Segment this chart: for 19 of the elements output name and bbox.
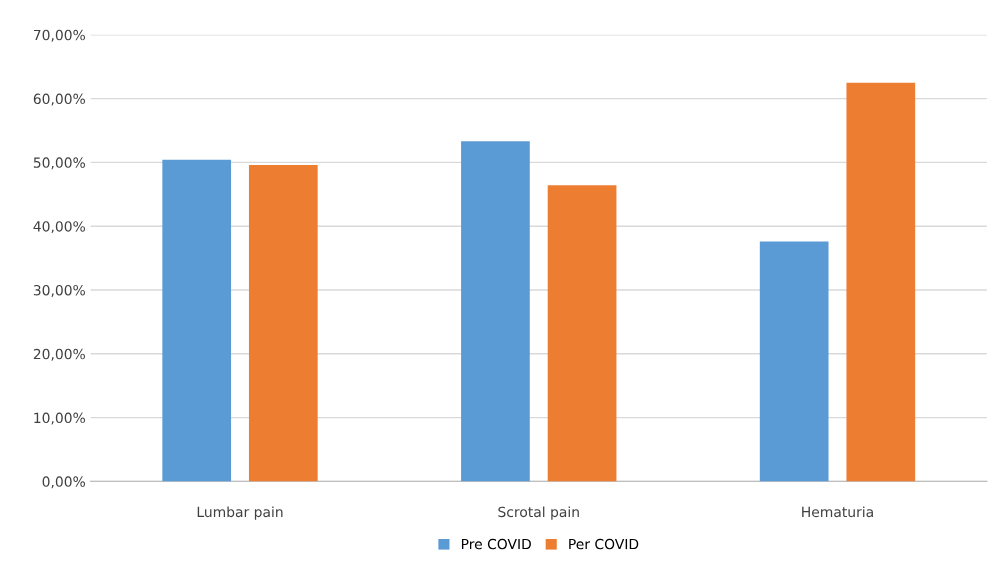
y-tick-label: 70,00% [33,29,85,42]
x-tick-label: Lumbar pain [197,506,283,520]
y-tick-label: 0,00% [42,476,85,489]
legend-label: Pre COVID [461,538,531,550]
bar [759,241,829,482]
y-tick-label: 20,00% [33,348,85,361]
bar [162,159,232,482]
bar [547,185,617,482]
y-tick-label: 10,00% [34,412,85,425]
bar [846,82,916,482]
y-tick-label: 60,00% [33,93,85,106]
x-tick-label: Hematuria [802,506,873,518]
x-tick-label: Scrotal pain [498,506,579,520]
y-tick-label: 50,00% [33,157,85,170]
y-tick-label: 40,00% [33,221,85,234]
legend-label: Per COVID [569,538,639,550]
y-tick-label: 30,00% [33,284,85,297]
bar [461,141,530,482]
bar [248,164,318,482]
